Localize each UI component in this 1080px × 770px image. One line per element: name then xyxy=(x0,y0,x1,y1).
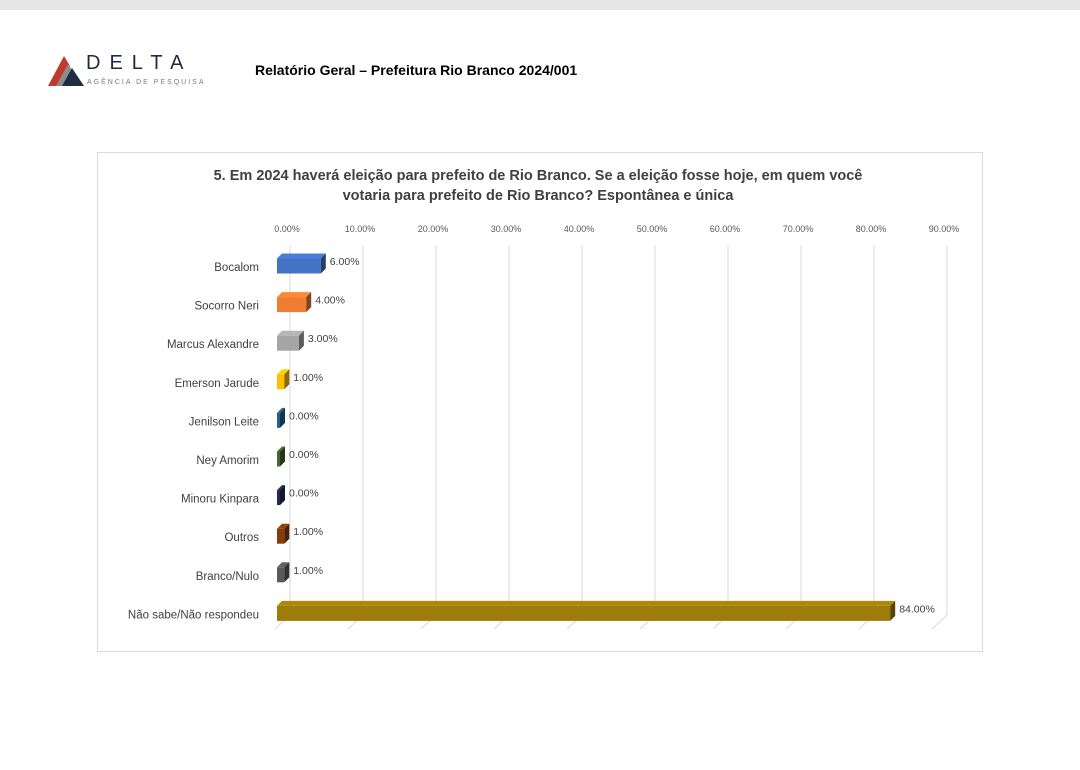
bar-side xyxy=(306,292,312,313)
data-label: 1.00% xyxy=(293,565,323,577)
bar-top xyxy=(277,330,304,336)
category-label: Socorro Neri xyxy=(194,301,259,313)
bar xyxy=(277,335,299,351)
data-label: 1.00% xyxy=(293,526,323,538)
x-tick-label: 20.00% xyxy=(418,224,449,234)
category-label: Ney Amorim xyxy=(196,455,259,467)
bar-top xyxy=(277,562,290,568)
bar-top xyxy=(277,523,290,529)
report-title: Relatório Geral – Prefeitura Rio Branco … xyxy=(255,62,578,78)
delta-logo: DELTA AGÊNCIA DE PESQUISA xyxy=(46,52,216,92)
bar xyxy=(277,412,280,428)
chart-title-line-2: votaria para prefeito de Rio Branco? Esp… xyxy=(342,188,734,204)
category-label: Marcus Alexandre xyxy=(167,339,259,351)
data-label: 1.00% xyxy=(293,372,323,384)
x-tick-label: 10.00% xyxy=(345,224,376,234)
category-label: Branco/Nulo xyxy=(196,571,259,583)
chart-frame: 5. Em 2024 haverá eleição para prefeito … xyxy=(97,152,983,652)
x-tick-label: 40.00% xyxy=(564,224,595,234)
data-label: 0.00% xyxy=(289,449,319,461)
bar-top xyxy=(277,446,285,452)
bar xyxy=(277,374,285,390)
bar-side xyxy=(284,523,290,544)
data-label: 6.00% xyxy=(330,256,360,268)
bar xyxy=(277,528,285,544)
bar-top xyxy=(277,369,290,375)
chart-title-line-1: 5. Em 2024 haverá eleição para prefeito … xyxy=(213,168,863,184)
bar-side xyxy=(890,600,896,621)
category-label: Outros xyxy=(224,532,259,544)
bar-side xyxy=(280,485,285,506)
bar-side xyxy=(280,407,285,428)
bar-top xyxy=(277,600,896,606)
category-label: Jenilson Leite xyxy=(189,416,259,428)
data-label: 3.00% xyxy=(308,333,338,345)
category-label: Bocalom xyxy=(214,262,259,274)
bar xyxy=(277,297,307,313)
x-tick-label: 70.00% xyxy=(783,224,814,234)
bar-top xyxy=(277,485,285,491)
bar-top xyxy=(277,407,285,413)
data-label: 4.00% xyxy=(315,295,345,307)
category-label: Minoru Kinpara xyxy=(181,494,260,506)
bar-side xyxy=(320,253,326,274)
data-label: 84.00% xyxy=(899,603,935,615)
logo-tagline: AGÊNCIA DE PESQUISA xyxy=(87,79,206,86)
bar xyxy=(277,567,285,583)
category-label: Emerson Jarude xyxy=(175,378,259,390)
bar-side xyxy=(284,562,290,583)
data-label: 0.00% xyxy=(289,488,319,500)
bar xyxy=(277,490,280,506)
x-tick-label: 0.00% xyxy=(274,224,300,234)
bar-side xyxy=(284,369,290,390)
delta-logo-icon xyxy=(48,56,84,86)
bar xyxy=(277,451,280,467)
bar xyxy=(277,258,321,274)
top-bar xyxy=(0,0,1080,10)
floor-gridline xyxy=(931,614,948,630)
bar-side xyxy=(280,446,285,467)
bar-top xyxy=(277,292,312,298)
x-tick-label: 90.00% xyxy=(929,224,960,234)
x-tick-label: 80.00% xyxy=(856,224,887,234)
category-label: Não sabe/Não respondeu xyxy=(128,609,259,621)
chart-title: 5. Em 2024 haverá eleição para prefeito … xyxy=(138,166,938,206)
data-label: 0.00% xyxy=(289,410,319,422)
logo-wordmark: DELTA xyxy=(86,52,193,74)
x-tick-label: 30.00% xyxy=(491,224,522,234)
x-tick-label: 50.00% xyxy=(637,224,668,234)
x-tick-label: 60.00% xyxy=(710,224,741,234)
bar-top xyxy=(277,253,326,259)
bar-side xyxy=(298,330,304,351)
bar xyxy=(277,605,891,621)
bar-chart: 0.00% 10.00% 20.00% 30.00% 40.00% 50.00% 60.00… xyxy=(128,224,960,630)
